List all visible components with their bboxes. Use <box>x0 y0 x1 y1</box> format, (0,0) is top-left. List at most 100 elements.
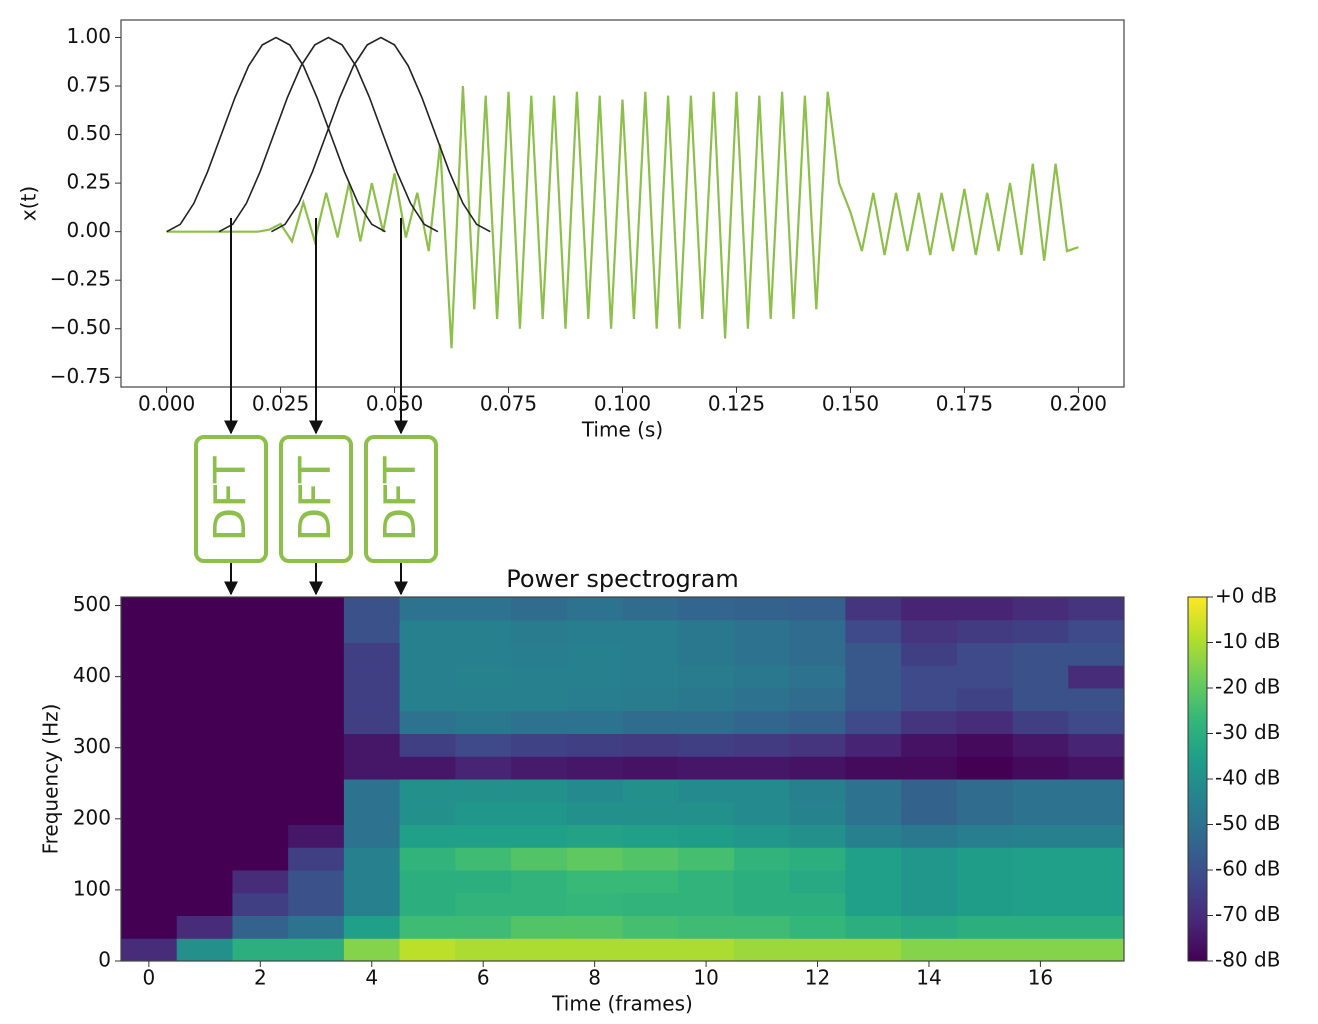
heat-cell <box>288 847 345 871</box>
heat-cell <box>789 665 846 689</box>
heat-cell <box>845 756 902 780</box>
heat-cell <box>956 665 1014 689</box>
heat-cell <box>622 756 679 780</box>
heat-cell <box>733 710 791 734</box>
heat-cell <box>343 619 401 643</box>
heat-cell <box>121 710 178 734</box>
heat-cell <box>566 710 623 734</box>
heat-cell <box>845 779 902 803</box>
heat-cell <box>789 733 846 757</box>
heat-cell <box>901 938 958 962</box>
heat-cell <box>121 847 178 871</box>
y-tick-label: 0.00 <box>66 218 111 242</box>
heat-cell <box>232 756 289 780</box>
heat-cell <box>176 756 233 780</box>
heat-cell <box>678 665 735 689</box>
heat-cell <box>176 597 233 621</box>
heat-cell <box>399 892 456 916</box>
heat-cell <box>288 801 345 825</box>
heat-cell <box>789 688 846 712</box>
heat-cell <box>733 824 791 848</box>
dft-flow <box>224 218 408 596</box>
heat-cell <box>343 801 401 825</box>
y-tick-label: 100 <box>73 876 111 900</box>
heat-cell <box>455 847 512 871</box>
heat-cell <box>733 915 791 939</box>
heat-cell <box>232 688 289 712</box>
heat-cell <box>845 619 902 643</box>
heat-cell <box>901 710 958 734</box>
heat-cell <box>566 892 623 916</box>
colorbar-tick-label: -10 dB <box>1215 629 1280 653</box>
heat-cell <box>566 779 623 803</box>
heat-cell <box>956 801 1014 825</box>
heat-cell <box>511 870 568 894</box>
heat-cell <box>622 892 679 916</box>
heat-cell <box>121 733 178 757</box>
plot-frame <box>120 19 1125 388</box>
y-axis-label: Frequency (Hz) <box>39 704 63 855</box>
heat-cell <box>845 688 902 712</box>
heat-cell <box>176 733 233 757</box>
heat-cell <box>232 824 289 848</box>
heat-cell <box>121 870 178 894</box>
heat-cell <box>622 619 679 643</box>
colorbar-tick-label: -80 dB <box>1215 948 1280 972</box>
heat-cell <box>1068 938 1125 962</box>
heat-cell <box>566 801 623 825</box>
heat-cell <box>1068 892 1125 916</box>
heat-cell <box>511 756 568 780</box>
heat-cell <box>288 938 345 962</box>
heat-cell <box>288 870 345 894</box>
heat-cell <box>901 597 958 621</box>
heat-cell <box>566 688 623 712</box>
heat-cell <box>901 892 958 916</box>
heat-cell <box>622 733 679 757</box>
heat-cell <box>455 642 512 666</box>
window-line <box>218 36 439 233</box>
y-axis-label: x(t) <box>17 186 41 221</box>
heat-cell <box>1068 824 1125 848</box>
heat-cell <box>455 733 512 757</box>
chart: +0 dB -10 dB -20 dB -30 dB -40 dB -50 dB -60 d… <box>39 565 1281 1016</box>
heat-cell <box>1012 619 1069 643</box>
x-tick-label: 0.125 <box>708 392 765 416</box>
heat-cell <box>678 824 735 848</box>
heat-cell <box>956 597 1014 621</box>
heat-cell <box>343 597 401 621</box>
heat-cell <box>566 642 623 666</box>
heat-cell <box>566 733 623 757</box>
colorbar-tick-label: +0 dB <box>1215 584 1277 608</box>
y-tick-label: 0.25 <box>66 170 111 194</box>
x-tick-label: 8 <box>588 966 601 990</box>
heat-cell <box>733 892 791 916</box>
heat-cell <box>956 688 1014 712</box>
heat-cell <box>232 665 289 689</box>
heat-cell <box>232 892 289 916</box>
y-tick-label: 500 <box>73 592 111 616</box>
x-tick-label: 0.175 <box>936 392 993 416</box>
heat-cell <box>733 847 791 871</box>
y-tick-label: 1.00 <box>66 24 111 48</box>
heat-cell <box>956 779 1014 803</box>
heat-cell <box>789 847 846 871</box>
heat-cell <box>622 938 679 962</box>
heat-cell <box>845 847 902 871</box>
heat-cell <box>176 847 233 871</box>
heat-cell <box>566 870 623 894</box>
heat-cell <box>566 915 623 939</box>
heat-cell <box>1012 779 1069 803</box>
heat-cell <box>176 915 233 939</box>
heat-cell <box>511 847 568 871</box>
heat-cell <box>1068 733 1125 757</box>
heat-cell <box>176 824 233 848</box>
heat-cell <box>789 642 846 666</box>
heat-cell <box>789 619 846 643</box>
dft-box <box>279 435 353 563</box>
heat-cell <box>455 870 512 894</box>
heat-cell <box>511 892 568 916</box>
heat-cell <box>1068 915 1125 939</box>
heat-cell <box>901 756 958 780</box>
heat-cell <box>1012 733 1069 757</box>
dft-box <box>194 435 268 563</box>
